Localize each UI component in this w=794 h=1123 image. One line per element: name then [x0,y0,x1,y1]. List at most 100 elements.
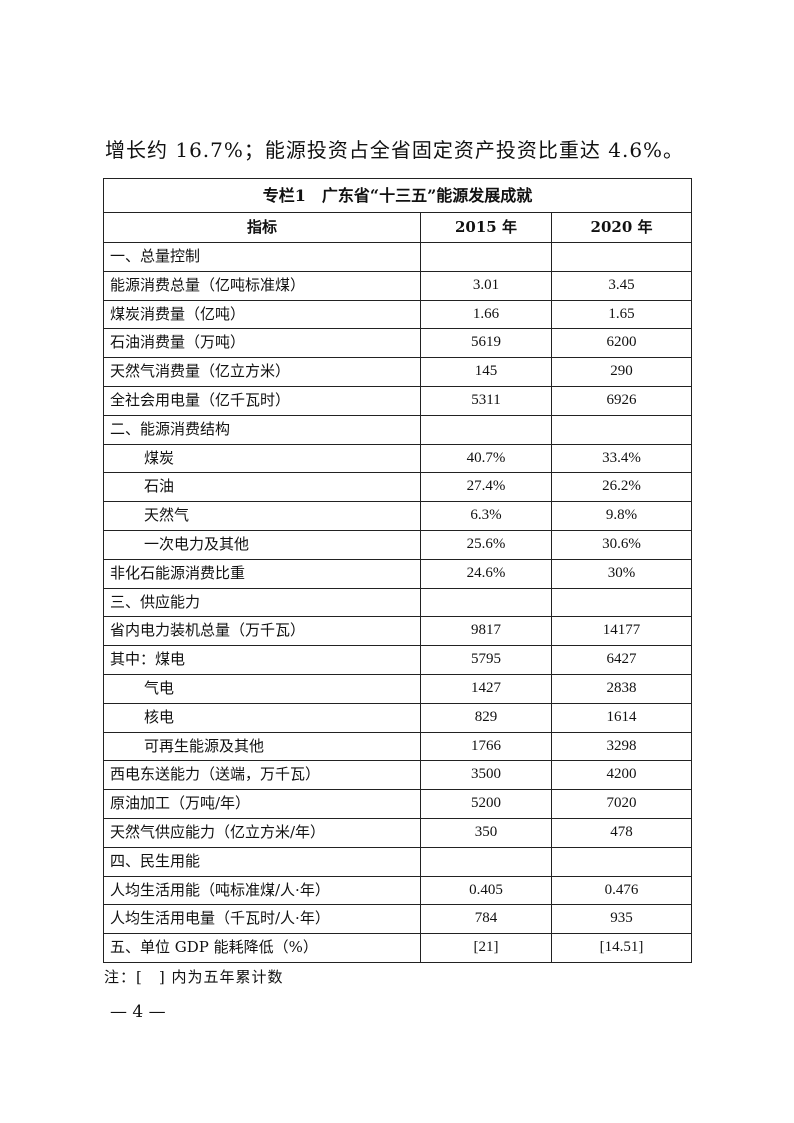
row-label: 石油消费量（万吨） [103,328,421,359]
value-2015 [420,587,552,618]
table-row: 石油 27.4% 26.2% [103,472,693,503]
value-2020: 1614 [550,702,693,733]
table-row: 石油消费量（万吨） 5619 6200 [103,328,693,359]
value-2020 [550,587,693,618]
value-2015: 1.66 [420,299,552,330]
value-2020: 478 [550,817,693,848]
value-2020 [550,846,693,877]
header-2015: 2015 年 [420,212,552,243]
row-label: 天然气 [103,501,421,531]
table-row: 五、单位 GDP 能耗降低（%） [21] [14.51] [103,933,693,963]
table-row: 天然气消费量（亿立方米） 145 290 [103,357,693,387]
value-2015: 0.405 [420,875,552,906]
value-2015: 25.6% [420,529,552,560]
table-row: 可再生能源及其他 1766 3298 [103,731,693,762]
table-row: 气电 1427 2838 [103,673,693,704]
table-title: 专栏1 广东省“十三五”能源发展成就 [102,178,693,213]
table-row: 四、民生用能 [103,846,693,877]
value-2015: 5200 [420,789,552,819]
table-row: 全社会用电量（亿千瓦时） 5311 6926 [103,385,693,416]
value-2020: 2838 [550,673,693,704]
row-label: 五、单位 GDP 能耗降低（%） [103,933,421,963]
table-row: 能源消费总量（亿吨标准煤） 3.01 3.45 [103,270,693,301]
row-label: 气电 [103,673,421,704]
table-row: 非化石能源消费比重 24.6% 30% [103,558,693,589]
value-2015: 40.7% [420,443,552,474]
header-indicator: 指标 [103,212,421,243]
table-note: 注：[ ] 内为五年累计数 [104,968,284,986]
row-label: 人均生活用电量（千瓦时/人·年） [103,904,421,935]
table-row: 天然气供应能力（亿立方米/年） 350 478 [103,817,693,848]
table-body: 一、总量控制 能源消费总量（亿吨标准煤） 3.01 3.45 煤炭消费量（亿吨） 1.66… [103,242,693,963]
row-label: 其中：煤电 [103,645,421,675]
value-2020: 7020 [550,789,693,819]
row-label: 煤炭消费量（亿吨） [103,299,421,330]
value-2015: 1766 [420,731,552,762]
row-label: 省内电力装机总量（万千瓦） [103,616,421,647]
value-2015: 9817 [420,616,552,647]
value-2015 [420,846,552,877]
value-2015: 6.3% [420,501,552,531]
table-row: 天然气 6.3% 9.8% [103,501,693,531]
value-2020: 30% [550,558,693,589]
row-label: 西电东送能力（送端，万千瓦） [103,760,421,791]
value-2020: 1.65 [550,299,693,330]
value-2020: 290 [550,357,693,387]
table-row: 原油加工（万吨/年） 5200 7020 [103,789,693,819]
row-label: 一、总量控制 [103,242,421,272]
row-label: 三、供应能力 [103,587,421,618]
value-2020: 3298 [550,731,693,762]
row-label: 四、民生用能 [103,846,421,877]
table-row: 人均生活用电量（千瓦时/人·年） 784 935 [103,904,693,935]
header-2020: 2020 年 [550,212,693,243]
value-2020: 6200 [550,328,693,359]
table-row: 一、总量控制 [103,242,693,272]
value-2015: 145 [420,357,552,387]
table-row: 一次电力及其他 25.6% 30.6% [103,529,693,560]
table-row: 其中：煤电 5795 6427 [103,645,693,675]
value-2020 [550,414,693,445]
value-2020: [14.51] [550,933,693,963]
value-2020: 6427 [550,645,693,675]
value-2015: 5795 [420,645,552,675]
value-2020: 4200 [550,760,693,791]
row-label: 全社会用电量（亿千瓦时） [103,385,421,416]
value-2015: 3.01 [420,270,552,301]
value-2015: 829 [420,702,552,733]
row-label: 核电 [103,702,421,733]
row-label: 石油 [103,472,421,503]
value-2020: 6926 [550,385,693,416]
table-row: 煤炭 40.7% 33.4% [103,443,693,474]
value-2015: 24.6% [420,558,552,589]
table-title-row: 专栏1 广东省“十三五”能源发展成就 [102,178,693,213]
value-2015: 5619 [420,328,552,359]
table-header-row: 指标 2015 年 2020 年 [103,212,693,243]
value-2015 [420,242,552,272]
row-label: 一次电力及其他 [103,529,421,560]
row-label: 原油加工（万吨/年） [103,789,421,819]
row-label: 天然气供应能力（亿立方米/年） [103,817,421,848]
value-2020: 3.45 [550,270,693,301]
value-2020: 9.8% [550,501,693,531]
value-2020: 14177 [550,616,693,647]
table-row: 西电东送能力（送端，万千瓦） 3500 4200 [103,760,693,791]
value-2015: 1427 [420,673,552,704]
intro-paragraph: 增长约 16.7%；能源投资占全省固定资产投资比重达 4.6%。 [105,138,685,162]
value-2015: 5311 [420,385,552,416]
table-row: 煤炭消费量（亿吨） 1.66 1.65 [103,299,693,330]
value-2020: 30.6% [550,529,693,560]
row-label: 能源消费总量（亿吨标准煤） [103,270,421,301]
value-2020: 935 [550,904,693,935]
row-label: 天然气消费量（亿立方米） [103,357,421,387]
row-label: 可再生能源及其他 [103,731,421,762]
table-row: 二、能源消费结构 [103,414,693,445]
value-2015 [420,414,552,445]
row-label: 煤炭 [103,443,421,474]
row-label: 人均生活用能（吨标准煤/人·年） [103,875,421,906]
value-2015: 350 [420,817,552,848]
value-2015: 3500 [420,760,552,791]
value-2020: 0.476 [550,875,693,906]
table-row: 三、供应能力 [103,587,693,618]
table-row: 人均生活用能（吨标准煤/人·年） 0.405 0.476 [103,875,693,906]
energy-achievements-table: 专栏1 广东省“十三五”能源发展成就 指标 2015 年 2020 年 一、总量… [102,178,693,963]
